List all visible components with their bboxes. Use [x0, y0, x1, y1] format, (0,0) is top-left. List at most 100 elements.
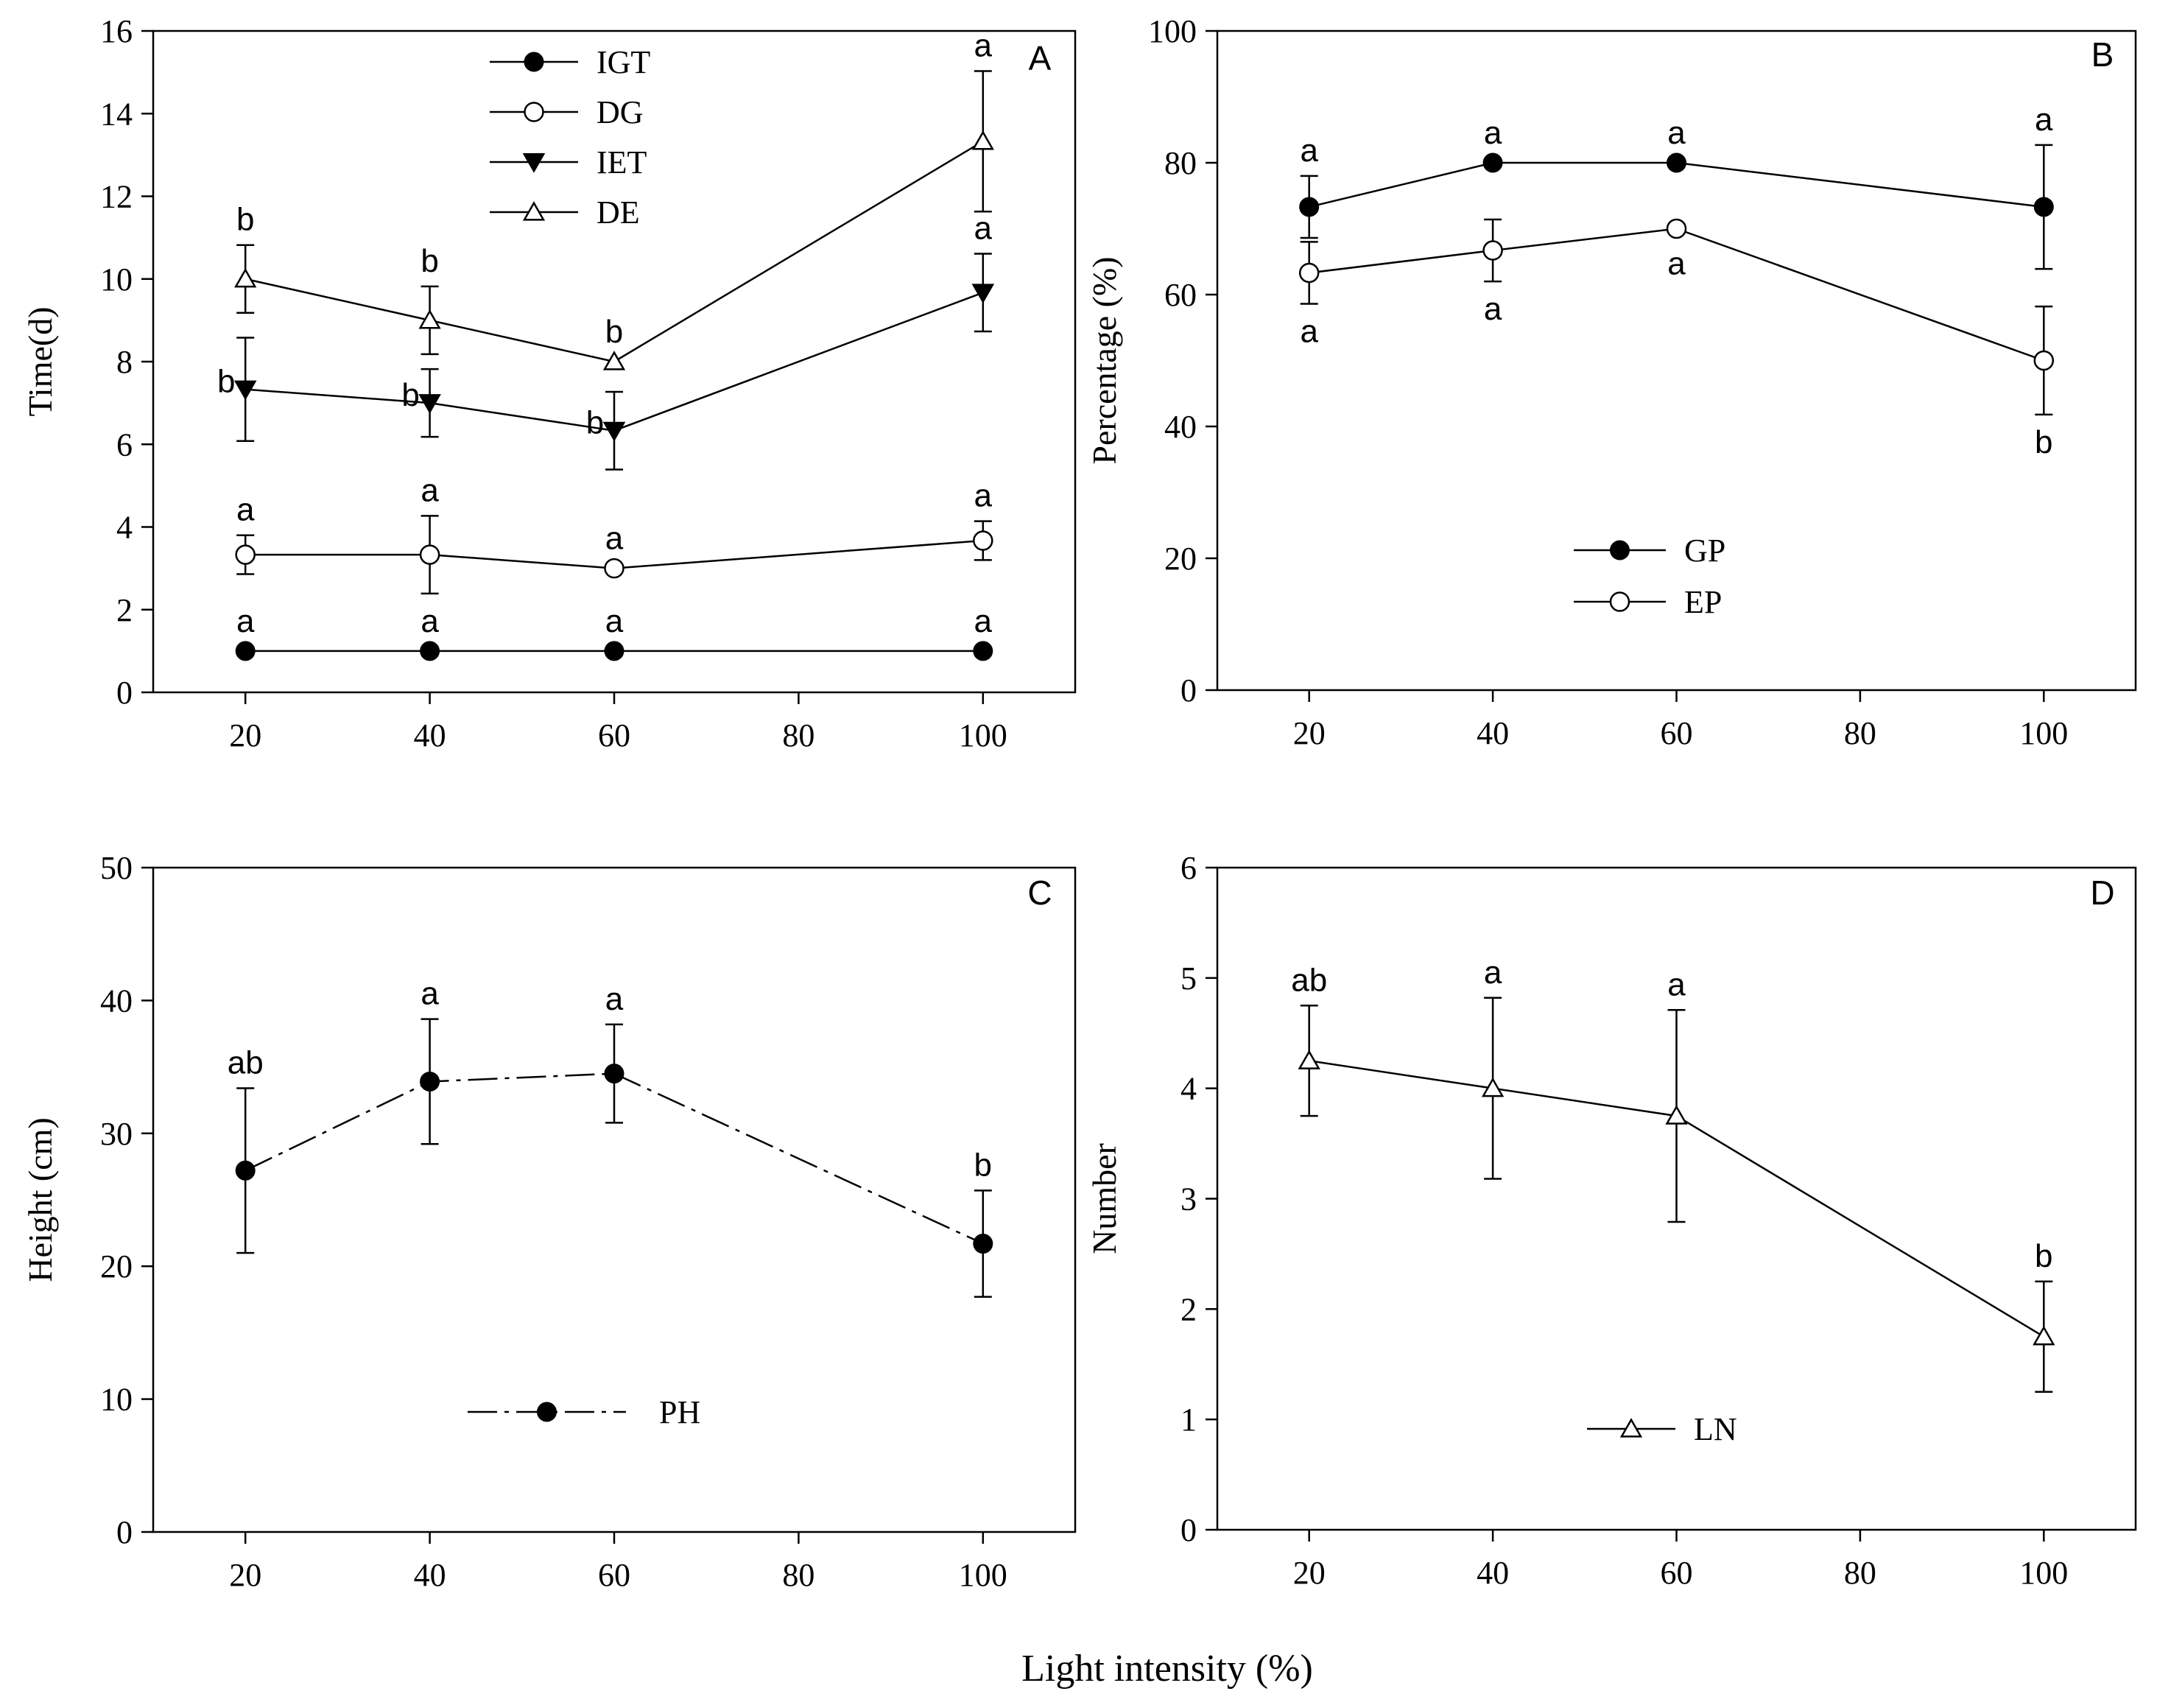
data-point	[973, 1234, 993, 1254]
significance-letter: a	[1300, 133, 1318, 169]
legend-entry: DE	[490, 194, 640, 231]
x-tick-label: 60	[1661, 715, 1693, 751]
series-DG: a a a a	[235, 472, 993, 595]
legend-label: PH	[659, 1394, 700, 1430]
x-tick-label: 40	[414, 717, 446, 753]
significance-letter: a	[974, 211, 993, 247]
data-point	[1481, 1077, 1505, 1097]
x-tick-label: 100	[2019, 1555, 2068, 1591]
significance-letter: a	[1667, 115, 1686, 151]
data-point	[602, 421, 626, 442]
panel-letter: A	[1029, 39, 1052, 77]
y-tick-label: 30	[100, 1116, 133, 1152]
y-tick-label: 1	[1180, 1402, 1197, 1438]
legend-label: EP	[1684, 584, 1722, 620]
y-tick-label: 6	[1180, 850, 1197, 886]
significance-letter: b	[236, 202, 254, 238]
x-tick-label: 60	[1661, 1555, 1693, 1591]
data-point	[1298, 262, 1320, 284]
series-PH: aba ab	[228, 976, 993, 1298]
x-tick-label: 60	[598, 1557, 630, 1593]
series-line	[245, 292, 984, 432]
y-tick-label: 60	[1164, 277, 1197, 313]
legend-label: DE	[597, 194, 640, 231]
legend-label: GP	[1684, 533, 1725, 569]
x-tick-label: 20	[1293, 715, 1326, 751]
data-point	[418, 309, 441, 329]
y-tick-label: 16	[100, 13, 133, 49]
y-tick-label: 0	[116, 675, 133, 711]
y-tick-label: 10	[100, 1382, 133, 1418]
y-tick-label: 50	[100, 850, 133, 886]
legend-marker	[522, 153, 546, 173]
x-tick-label: 100	[2019, 715, 2068, 751]
series-IET: b b b a	[217, 211, 995, 471]
significance-letter: a	[605, 981, 624, 1017]
legend-label: IET	[597, 144, 647, 180]
legend-entry: LN	[1587, 1411, 1737, 1447]
data-point	[604, 558, 624, 579]
legend-entry: PH	[468, 1394, 700, 1430]
data-point	[234, 267, 257, 288]
significance-letter: b	[217, 364, 235, 400]
significance-letter: a	[974, 27, 993, 63]
x-tick-label: 80	[782, 1557, 814, 1593]
y-tick-label: 3	[1180, 1181, 1197, 1217]
significance-letter: a	[974, 603, 993, 639]
significance-letter: a	[605, 603, 624, 639]
y-tick-label: 20	[100, 1248, 133, 1284]
significance-letter: a	[1300, 314, 1318, 350]
x-tick-label: 100	[959, 717, 1007, 753]
data-point	[1482, 152, 1503, 173]
data-point	[419, 544, 440, 565]
y-tick-label: 10	[100, 261, 133, 298]
x-tick-label: 80	[1844, 1555, 1876, 1591]
significance-letter: b	[421, 243, 438, 279]
data-point	[604, 641, 624, 661]
legend-marker	[1609, 591, 1630, 612]
data-point	[418, 394, 441, 414]
significance-letter: a	[1484, 115, 1502, 151]
significance-letter: a	[1484, 291, 1502, 327]
significance-letter: a	[1667, 966, 1686, 1002]
significance-letter: b	[401, 377, 419, 413]
significance-letter: b	[2035, 424, 2052, 460]
series-line	[1309, 161, 2044, 208]
y-tick-label: 0	[116, 1514, 133, 1550]
legend-marker	[1610, 540, 1630, 560]
significance-letter: a	[236, 492, 255, 528]
x-tick-label: 80	[782, 717, 814, 753]
data-point	[1665, 1105, 1688, 1125]
y-axis-label: Height (cm)	[21, 1117, 59, 1282]
x-tick-label: 20	[229, 1557, 261, 1593]
data-point	[233, 380, 257, 401]
legend-entry: DG	[490, 94, 644, 130]
legend-marker	[524, 52, 544, 72]
data-point	[2033, 1325, 2055, 1346]
series-DE: b b b a	[234, 27, 994, 370]
legend-marker	[524, 102, 544, 122]
y-tick-label: 4	[116, 510, 133, 546]
significance-letter: a	[421, 976, 439, 1012]
series-line	[245, 539, 983, 569]
y-tick-label: 0	[1180, 1512, 1197, 1548]
y-tick-label: 8	[116, 344, 133, 380]
y-tick-label: 5	[1180, 960, 1197, 997]
legend-marker	[522, 201, 546, 221]
y-tick-label: 2	[116, 592, 133, 628]
significance-letter: b	[2035, 1238, 2052, 1274]
significance-letter: a	[1667, 246, 1686, 282]
legend-marker	[1619, 1418, 1643, 1438]
significance-letter: a	[236, 603, 255, 639]
series-line	[244, 1072, 984, 1245]
series-line	[1309, 1059, 2044, 1338]
data-point	[971, 130, 994, 150]
data-point	[1298, 1050, 1320, 1069]
data-point	[235, 544, 256, 565]
data-point	[420, 641, 440, 661]
y-tick-label: 12	[100, 179, 133, 215]
y-tick-label: 20	[1164, 541, 1197, 577]
